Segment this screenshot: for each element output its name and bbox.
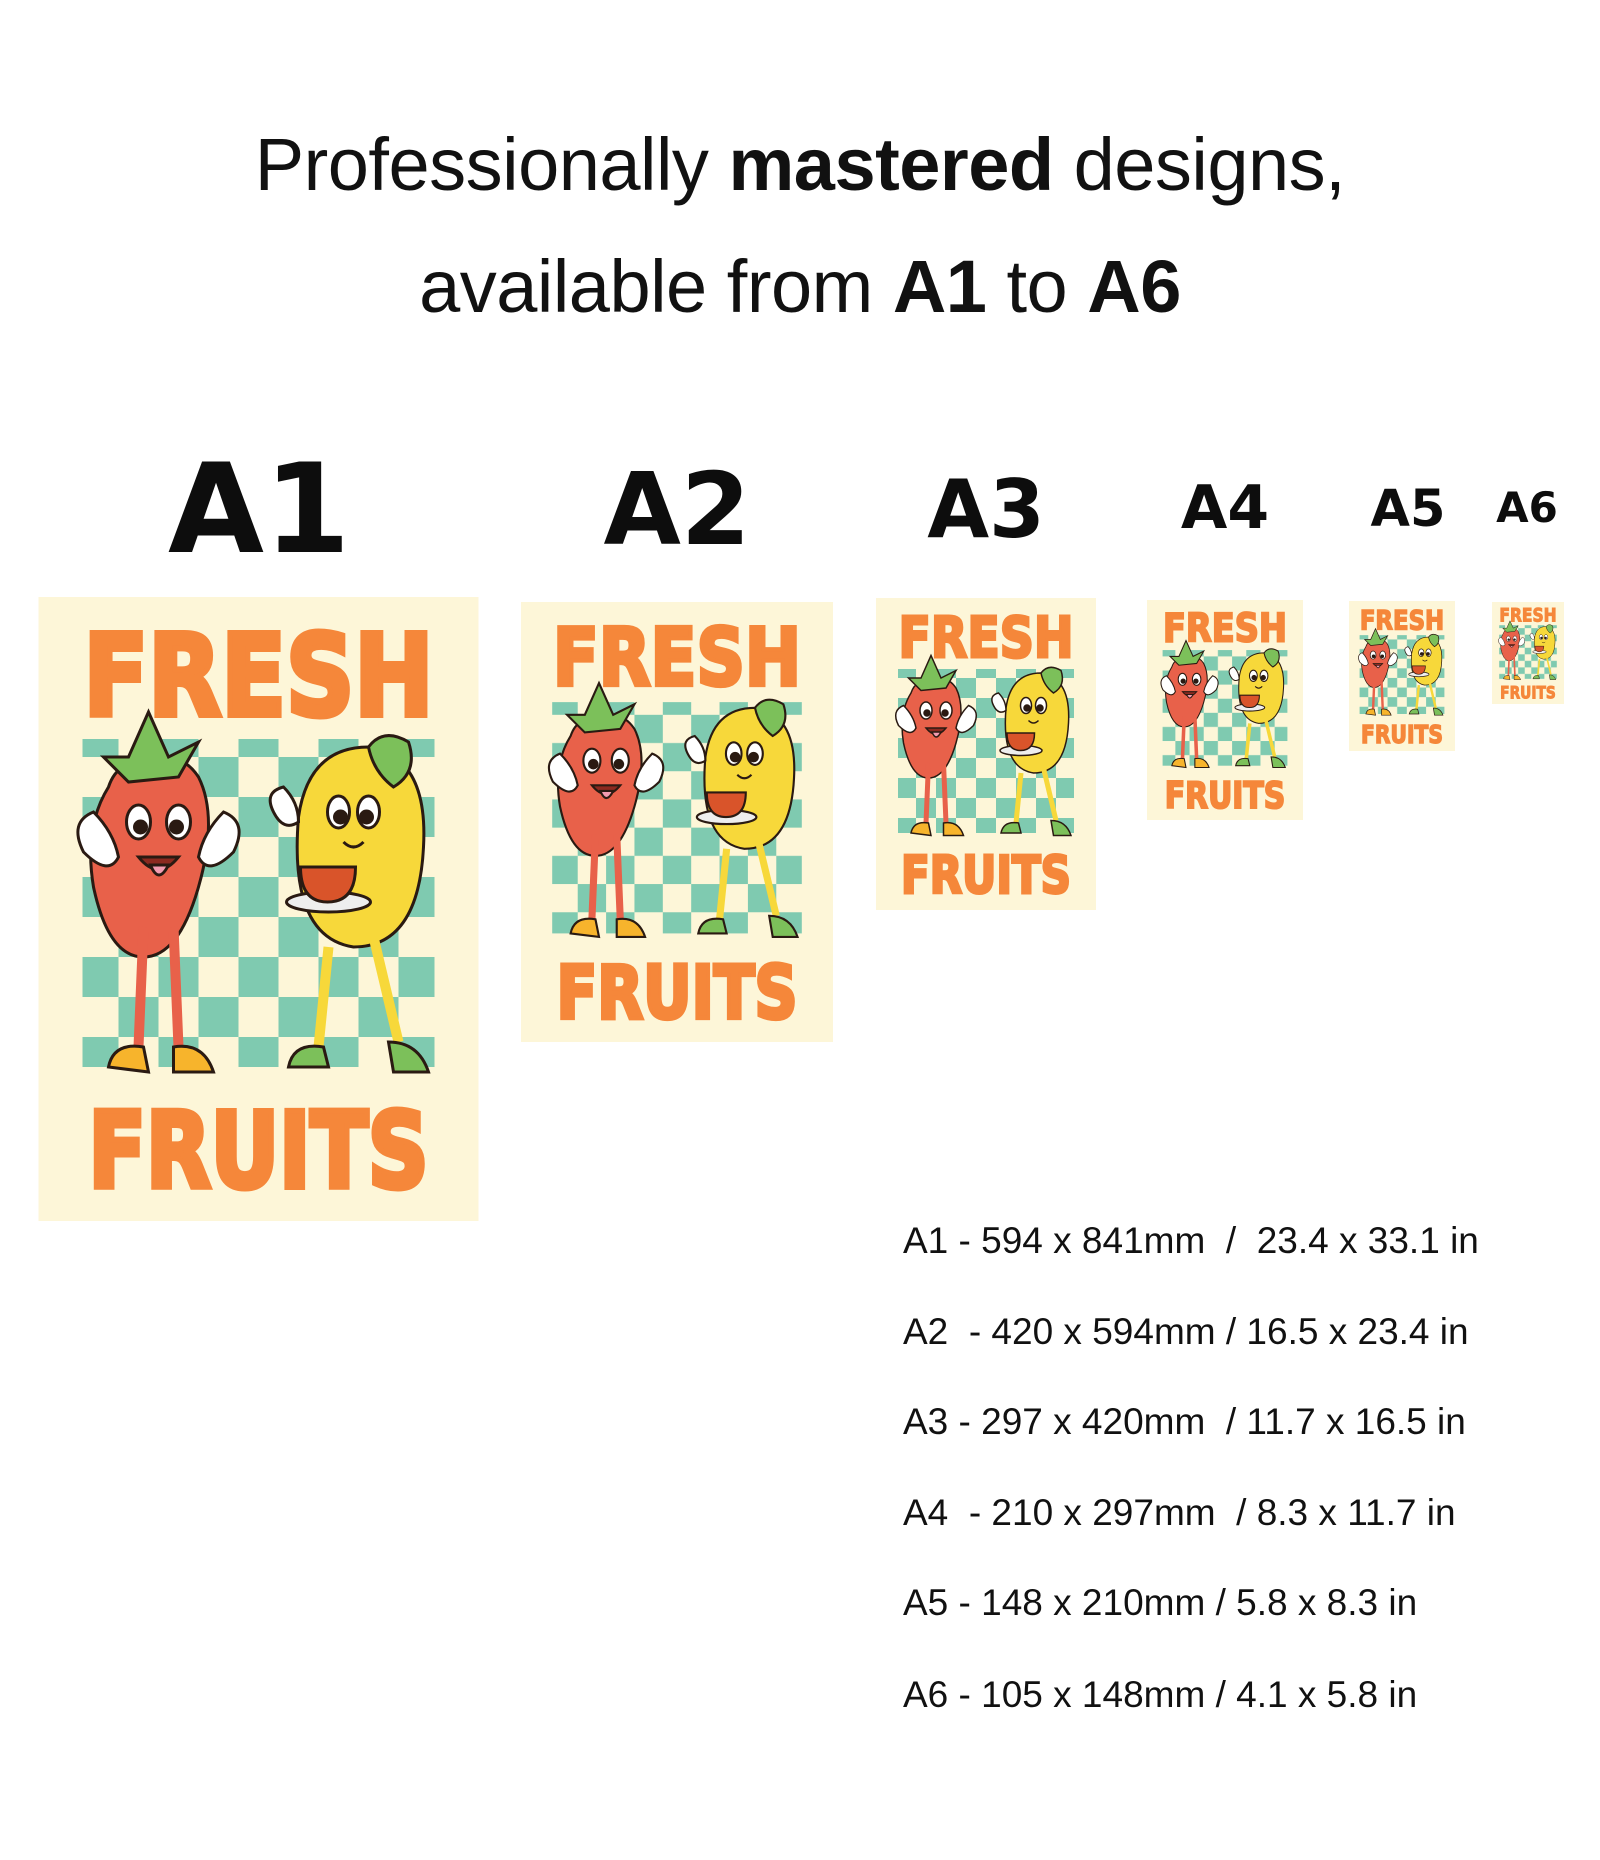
poster-a3: FRESH FRUITS	[876, 598, 1096, 910]
size-spec-a1: A1 - 594 x 841mm / 23.4 x 33.1 in	[903, 1220, 1479, 1261]
headline-text: designs,	[1053, 123, 1346, 206]
size-label-a6: A6	[1496, 483, 1558, 532]
poster-a4: FRESH FRUITS	[1147, 600, 1303, 820]
poster-title-top: FRESH	[553, 611, 801, 704]
size-spec-a2: A2 - 420 x 594mm / 16.5 x 23.4 in	[903, 1311, 1469, 1352]
poster-title-bottom: FRUITS	[1165, 774, 1286, 817]
size-label-a1: A1	[168, 438, 351, 582]
poster-a1: FRESH FRUITS	[38, 597, 479, 1221]
headline-bold-text: A6	[1087, 245, 1181, 328]
headline-text: available from	[419, 245, 893, 328]
poster-title-top: FRESH	[84, 612, 434, 742]
poster-title-top: FRESH	[1360, 605, 1444, 636]
size-spec-a4: A4 - 210 x 297mm / 8.3 x 11.7 in	[903, 1492, 1456, 1533]
headline-text: to	[986, 245, 1088, 328]
headline-line-2: available from A1 to A6	[0, 250, 1600, 324]
size-label-a3: A3	[927, 463, 1045, 556]
poster-title-bottom: FRUITS	[1361, 720, 1443, 749]
size-spec-a5: A5 - 148 x 210mm / 5.8 x 8.3 in	[903, 1582, 1418, 1623]
size-label-a5: A5	[1370, 480, 1446, 539]
headline-bold-text: A1	[892, 245, 987, 328]
poster-title-bottom: FRUITS	[556, 951, 797, 1036]
size-label-a2: A2	[603, 451, 751, 568]
poster-title-bottom: FRUITS	[89, 1090, 429, 1212]
size-label-a4: A4	[1180, 473, 1270, 543]
size-spec-a3: A3 - 297 x 420mm / 11.7 x 16.5 in	[903, 1401, 1466, 1442]
headline-line-1: Professionally mastered designs,	[0, 128, 1600, 202]
size-spec-a6: A6 - 105 x 148mm / 4.1 x 5.8 in	[903, 1674, 1418, 1715]
poster-a6: FRESH FRUITS	[1492, 602, 1564, 704]
poster-title-top: FRESH	[899, 606, 1074, 671]
poster-a2: FRESH FRUITS	[521, 602, 833, 1042]
headline-text: Professionally	[254, 123, 729, 206]
poster-a5: FRESH FRUITS	[1349, 601, 1455, 751]
poster-title-top: FRESH	[1163, 606, 1287, 652]
poster-title-top: FRESH	[1499, 605, 1556, 626]
poster-title-bottom: FRUITS	[1500, 683, 1556, 703]
poster-title-bottom: FRUITS	[901, 846, 1071, 906]
headline-bold-text: mastered	[728, 123, 1054, 206]
